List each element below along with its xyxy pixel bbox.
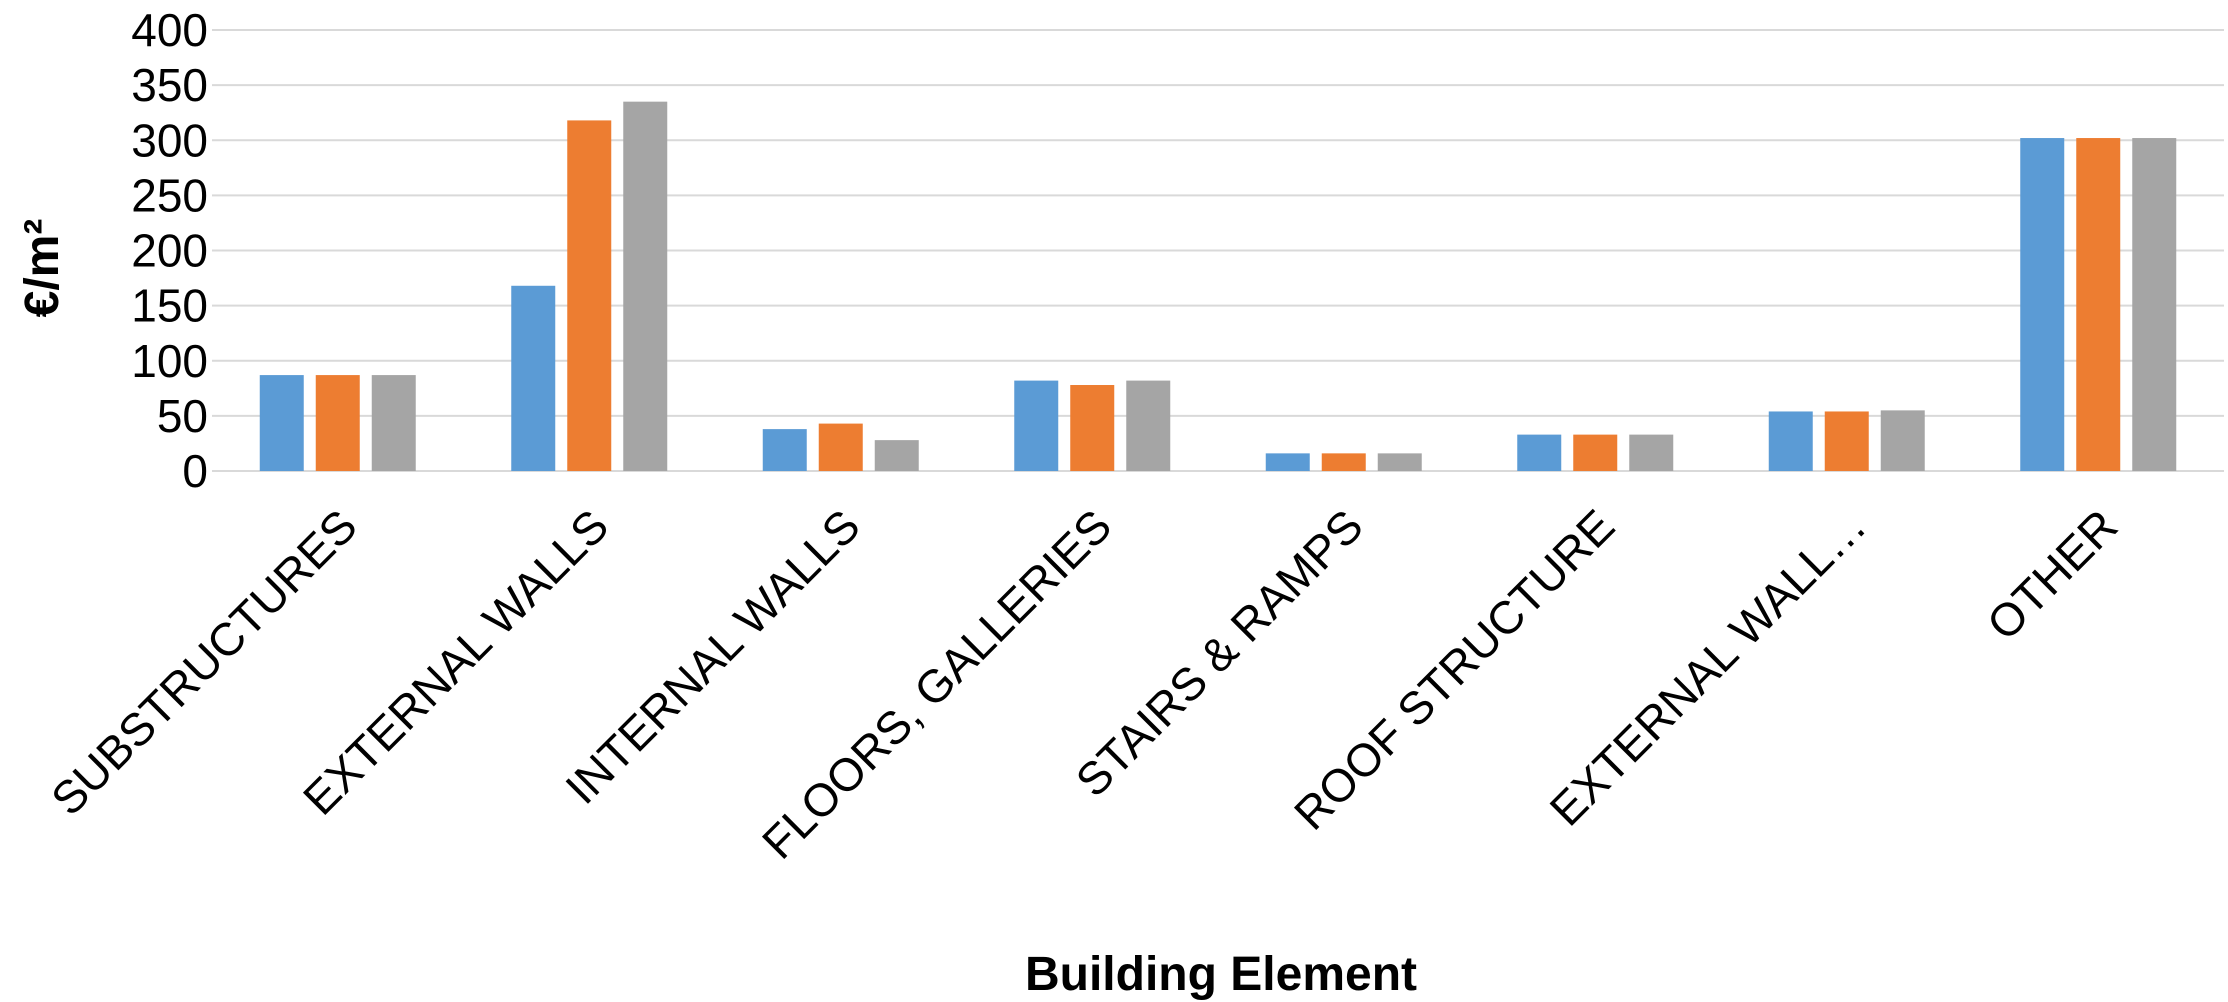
bar xyxy=(1768,411,1813,471)
bar xyxy=(2076,138,2121,472)
bars xyxy=(259,101,2177,472)
bar xyxy=(259,375,304,471)
bar xyxy=(1629,434,1674,471)
y-axis-title: €/m² xyxy=(16,219,69,318)
x-tick-label: OTHER xyxy=(1977,499,2128,650)
y-tick-label: 0 xyxy=(182,445,208,497)
bar xyxy=(1573,434,1618,471)
y-tick-label: 350 xyxy=(131,59,208,111)
y-tick-label: 400 xyxy=(131,4,208,56)
bar xyxy=(371,375,416,471)
bar xyxy=(567,120,612,471)
bar xyxy=(2020,138,2065,472)
bar xyxy=(1880,410,1925,471)
y-tick-label: 100 xyxy=(131,335,208,387)
bar xyxy=(818,423,863,471)
bar xyxy=(1824,411,1869,471)
x-axis-title: Building Element xyxy=(1025,948,1417,1001)
bar xyxy=(1321,453,1366,471)
bar xyxy=(1517,434,1562,471)
bar xyxy=(315,375,360,471)
bar xyxy=(1265,453,1310,471)
bar xyxy=(1377,453,1422,471)
y-tick-label: 200 xyxy=(131,225,208,277)
y-tick-label: 250 xyxy=(131,169,208,221)
bar xyxy=(623,101,668,471)
y-tick-label: 300 xyxy=(131,114,208,166)
bar xyxy=(511,285,556,471)
bar xyxy=(1070,385,1115,471)
bar xyxy=(1126,380,1171,471)
bar xyxy=(874,440,919,471)
bar xyxy=(2132,138,2177,472)
y-tick-label: 150 xyxy=(131,280,208,332)
bar xyxy=(762,429,807,471)
y-tick-label: 50 xyxy=(157,390,208,442)
bar xyxy=(1014,380,1059,471)
